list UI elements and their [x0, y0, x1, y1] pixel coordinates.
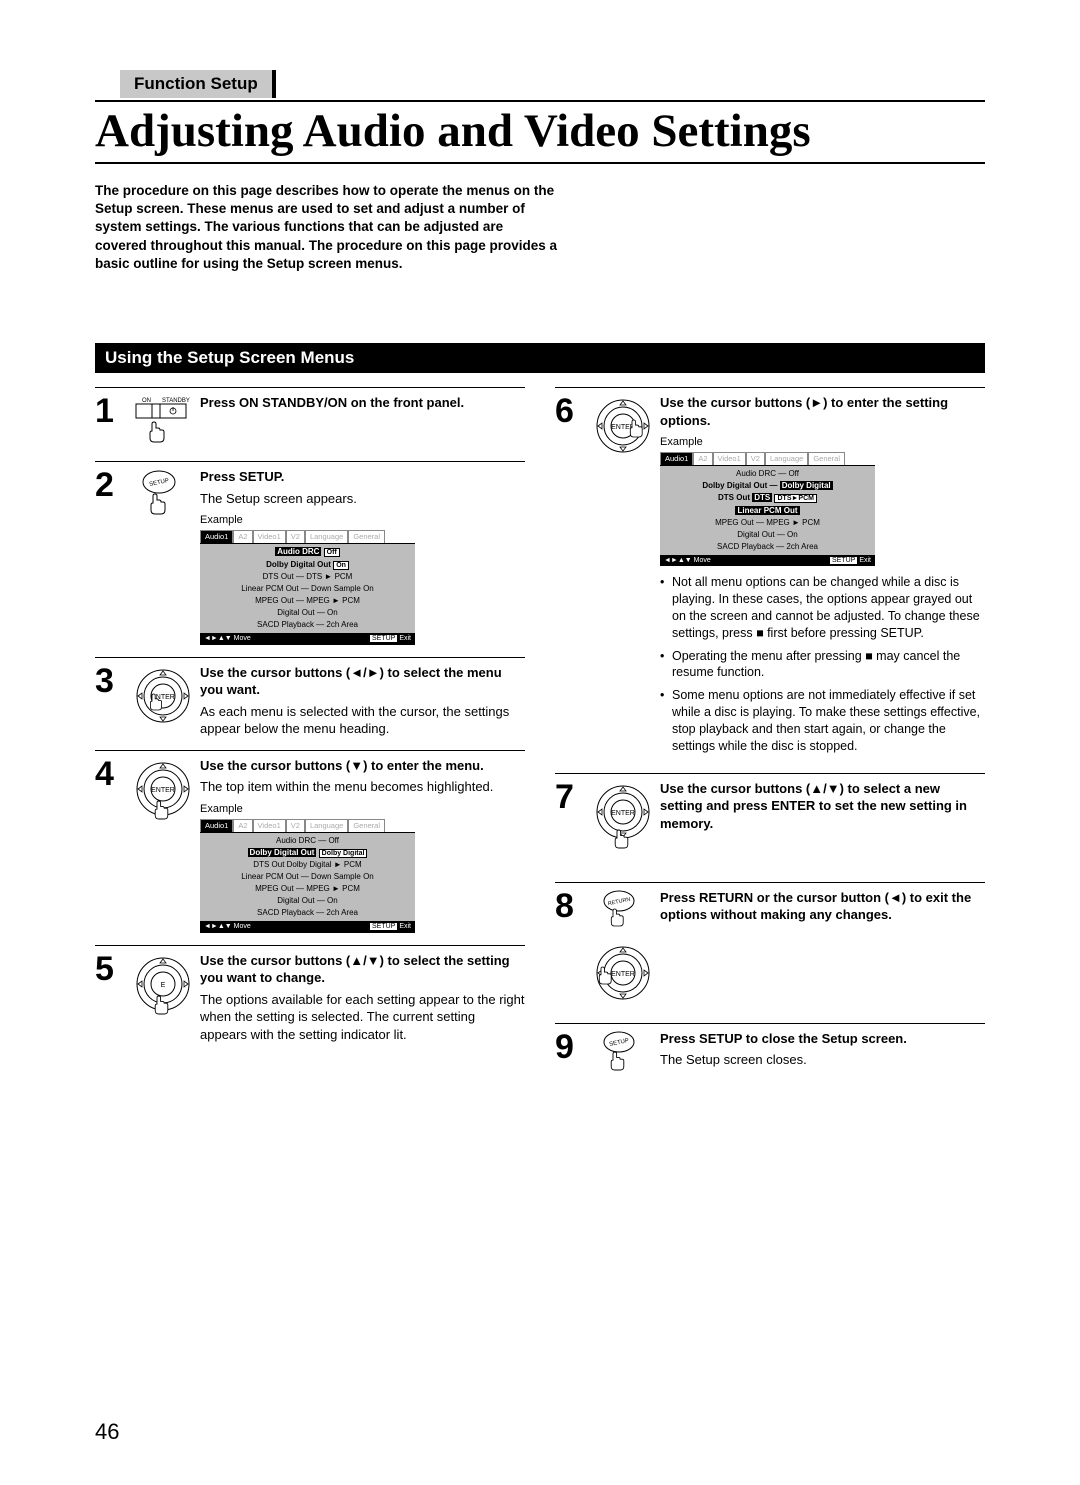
step-number: 2	[95, 468, 125, 645]
osd-tab: General	[808, 452, 845, 465]
example-label: Example	[200, 513, 525, 528]
step-6: 6 ENTER Use the cursor buttons (►) to en…	[555, 387, 985, 761]
page-title: Adjusting Audio and Video Settings	[95, 100, 985, 164]
step-number: 4	[95, 757, 125, 933]
step-number: 6	[555, 394, 585, 761]
step-8: 8 RETURN ENTER Press RETURN or the curso…	[555, 882, 985, 1011]
return-button-icon: RETURN	[595, 889, 650, 937]
osd-tab: A2	[233, 819, 252, 832]
step-number: 9	[555, 1030, 585, 1085]
step-3: 3 ENTER Use the cursor buttons (◄/►) to …	[95, 657, 525, 738]
osd-tab: V2	[746, 452, 765, 465]
osd-tab: Audio1	[660, 452, 693, 465]
step-title: Use the cursor buttons (▲/▼) to select a…	[660, 780, 985, 833]
osd-tab: General	[348, 530, 385, 543]
step-number: 1	[95, 394, 125, 449]
osd-tab: Language	[305, 819, 348, 832]
svg-text:STANDBY: STANDBY	[162, 398, 190, 404]
section-tab: Function Setup	[120, 70, 276, 98]
step-number: 5	[95, 952, 125, 1044]
note-item: Operating the menu after pressing ■ may …	[660, 648, 985, 682]
osd-tab: Video1	[253, 530, 286, 543]
step-notes: Not all menu options can be changed whil…	[660, 574, 985, 755]
step-5: 5 E Use the cursor buttons (▲/▼) to sele…	[95, 945, 525, 1044]
intro-paragraph: The procedure on this page describes how…	[95, 182, 558, 273]
enter-wheel-icon: ENTER	[128, 757, 198, 839]
osd-tab: Audio1	[200, 819, 233, 832]
step-title: Use the cursor buttons (▼) to enter the …	[200, 757, 525, 775]
step-9: 9 SETUP Press SETUP to close the Setup s…	[555, 1023, 985, 1085]
step-number: 3	[95, 664, 125, 738]
step-number: 8	[555, 889, 585, 1011]
step-title: Press RETURN or the cursor button (◄) to…	[660, 889, 985, 924]
osd-tab: A2	[233, 530, 252, 543]
step-title: Press ON STANDBY/ON on the front panel.	[200, 394, 525, 412]
step-1: 1 ON STANDBY Press ON STANDBY/ON on the …	[95, 387, 525, 449]
osd-tab: Language	[765, 452, 808, 465]
standby-button-icon: ON STANDBY	[132, 394, 194, 449]
svg-text:ENTER: ENTER	[611, 810, 635, 817]
example-label: Example	[200, 802, 525, 817]
step-body-text: The options available for each setting a…	[200, 991, 525, 1044]
osd-tab: Audio1	[200, 530, 233, 543]
osd-tab: V2	[286, 530, 305, 543]
osd-tab: A2	[693, 452, 712, 465]
enter-wheel-icon: ENTER	[588, 941, 658, 1011]
step-body-text: As each menu is selected with the cursor…	[200, 703, 525, 738]
setup-button-icon: SETUP	[595, 1030, 650, 1085]
step-body-text: The Setup screen closes.	[660, 1051, 985, 1069]
step-title: Press SETUP.	[200, 468, 525, 486]
enter-wheel-icon: ENTER	[128, 664, 198, 734]
setup-button-icon: SETUP	[135, 468, 190, 526]
osd-tab: Video1	[253, 819, 286, 832]
step-7: 7 ENTER Use the cursor buttons (▲/▼) to …	[555, 773, 985, 870]
osd-example-c: Audio1 A2 Video1 V2 Language General Aud…	[660, 452, 875, 566]
step-body-text: The top item within the menu becomes hig…	[200, 778, 525, 796]
right-column: 6 ENTER Use the cursor buttons (►) to en…	[555, 387, 985, 1097]
svg-text:ENTER: ENTER	[611, 971, 635, 978]
step-2: 2 SETUP Press SETUP. The Setup screen ap…	[95, 461, 525, 645]
section-heading: Using the Setup Screen Menus	[95, 343, 985, 373]
step-body-text: The Setup screen appears.	[200, 490, 525, 508]
enter-wheel-icon: ENTER	[588, 394, 658, 476]
left-column: 1 ON STANDBY Press ON STANDBY/ON on the …	[95, 387, 525, 1097]
osd-tab: Language	[305, 530, 348, 543]
osd-tab: General	[348, 819, 385, 832]
enter-wheel-icon: E	[128, 952, 198, 1034]
enter-wheel-icon: ENTER	[588, 780, 658, 870]
example-label: Example	[660, 435, 985, 450]
osd-tab: Video1	[713, 452, 746, 465]
osd-tab: V2	[286, 819, 305, 832]
svg-text:E: E	[160, 982, 165, 989]
osd-example-b: Audio1 A2 Video1 V2 Language General Aud…	[200, 819, 415, 933]
step-number: 7	[555, 780, 585, 870]
svg-text:ENTER: ENTER	[151, 787, 175, 794]
step-title: Press SETUP to close the Setup screen.	[660, 1030, 985, 1048]
note-item: Some menu options are not immediately ef…	[660, 687, 985, 755]
step-4: 4 ENTER Use the cursor buttons (▼) to en…	[95, 750, 525, 933]
step-title: Use the cursor buttons (►) to enter the …	[660, 394, 985, 429]
osd-example-a: Audio1 A2 Video1 V2 Language General Aud…	[200, 530, 415, 645]
page-number: 46	[95, 1419, 119, 1445]
note-item: Not all menu options can be changed whil…	[660, 574, 985, 642]
step-title: Use the cursor buttons (◄/►) to select t…	[200, 664, 525, 699]
svg-text:ON: ON	[142, 398, 151, 404]
step-title: Use the cursor buttons (▲/▼) to select t…	[200, 952, 525, 987]
